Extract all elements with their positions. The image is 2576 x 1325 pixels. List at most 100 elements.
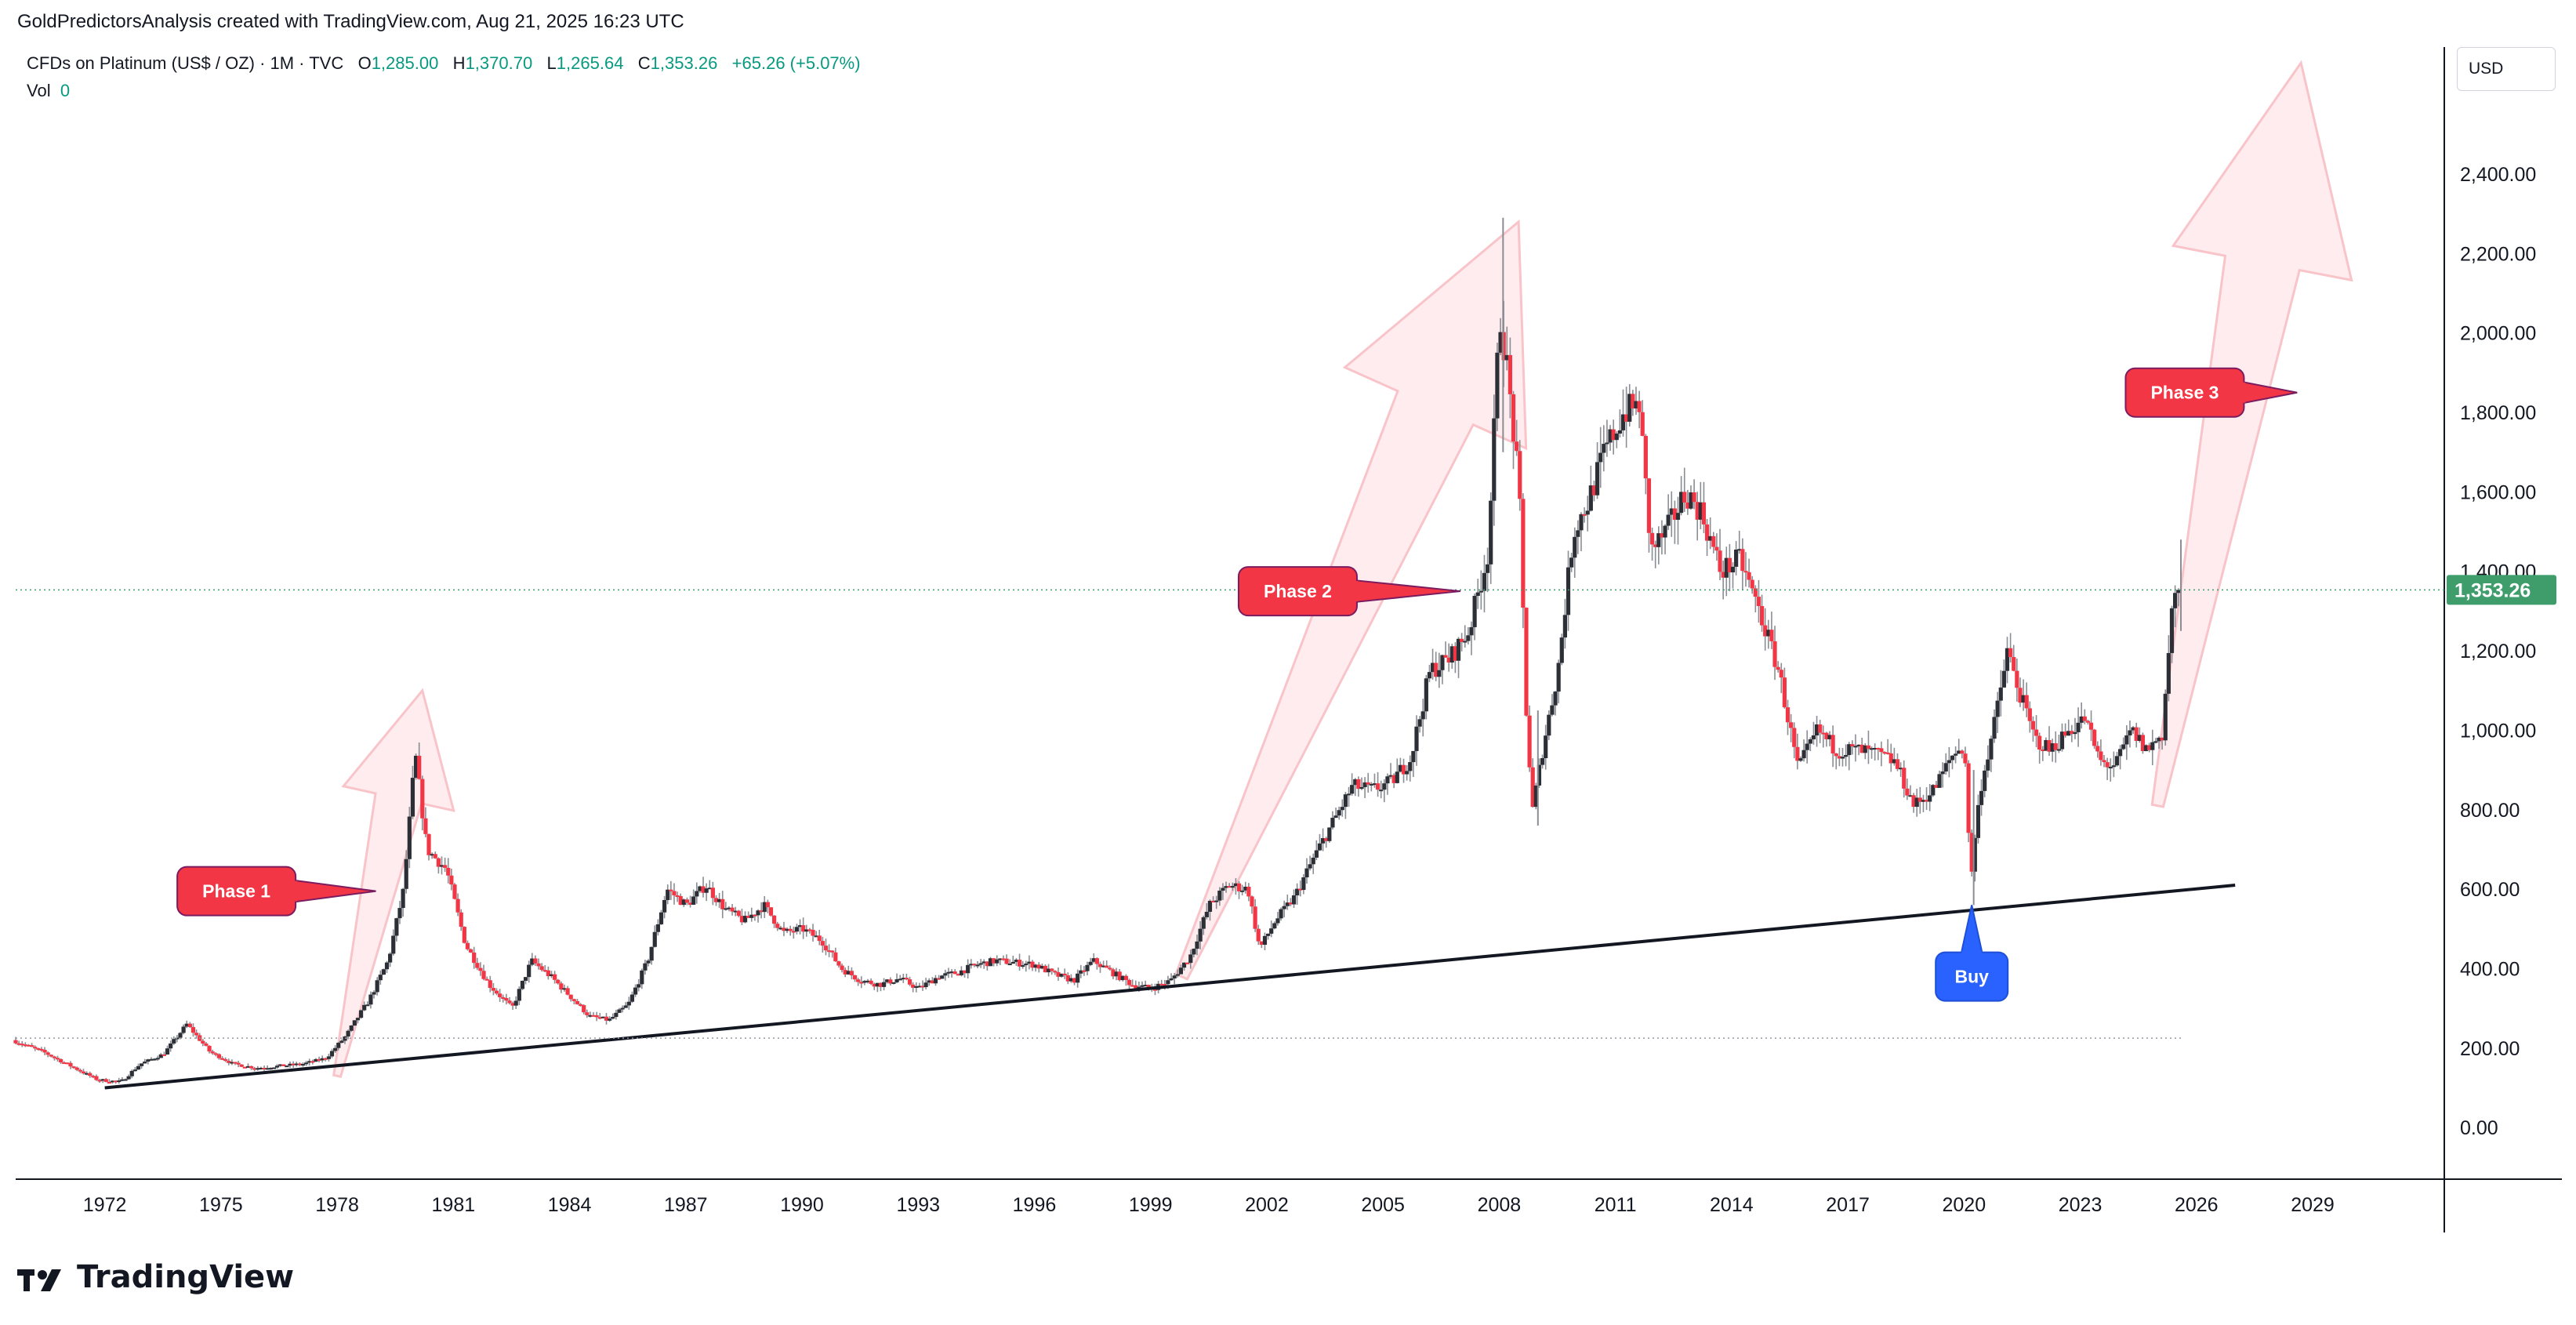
candle-body [268,1068,273,1070]
candle-body [443,865,448,868]
candle-body [62,1062,67,1065]
candle-body [1727,557,1732,573]
support-trendline [104,884,2236,1090]
candle-body [1456,638,1461,661]
candle-body [2088,722,2094,730]
candle-body [1117,971,1122,981]
candle-body [88,1073,93,1076]
candle-body [1588,485,1593,511]
x-tick-label: 1975 [199,1194,243,1216]
candle-body [2166,652,2171,694]
candle-body [988,958,993,967]
candle-body [1772,641,1777,667]
candle-body [991,958,996,964]
close-value: 1,353.26 [650,53,718,73]
candle-body [2076,722,2081,732]
candle-body [1866,745,1871,750]
y-tick-label: 2,400.00 [2460,164,2536,186]
candle-body [594,1015,599,1018]
candle-body [220,1058,225,1060]
candle-body [1917,797,1922,802]
candle-body [372,992,376,995]
candle-body [2134,727,2139,742]
candle-body [788,928,793,931]
candle-body [1036,964,1041,969]
candle-body [136,1065,141,1070]
candle-body [1001,958,1006,960]
candle-body [559,983,564,990]
candle-body [1750,579,1754,589]
candle-body [1337,810,1341,816]
candle-body [1966,763,1971,833]
candle-body [801,925,806,932]
candle-body [1240,890,1245,892]
candle-body [343,1036,347,1041]
candle-body [768,907,774,916]
candle-body [285,1065,289,1068]
y-tick-label: 1,000.00 [2460,720,2536,742]
candle-body [494,990,499,994]
x-tick-label: 1972 [83,1194,127,1216]
symbol-name[interactable]: CFDs on Platinum (US$ / OZ) · 1M · TVC [27,53,344,73]
candle-body [2085,721,2091,723]
candle-body [611,1017,615,1019]
candle-body [782,928,786,931]
candle-body [249,1065,254,1069]
candle-body [1830,735,1835,754]
candle-body [2114,756,2120,766]
price-scale[interactable]: 1,353.26 [2447,575,2556,605]
last-price-badge [2447,575,2556,605]
x-tick-label: 2011 [1595,1194,1637,1216]
candle-body [1256,928,1261,942]
candle-body [1873,747,1878,750]
candle-body [349,1026,354,1031]
candle-body [126,1076,131,1080]
candle-body [1692,492,1696,503]
candle-body [817,935,822,942]
candle-body [1837,756,1841,759]
candle-body [1143,985,1148,987]
candle-body [1859,744,1864,753]
candle-body [520,980,525,989]
candle-body [2150,742,2155,750]
y-tick-label: 2,200.00 [2460,243,2536,265]
candle-body [1417,719,1422,727]
candle-body [120,1079,125,1081]
candle-body [1385,776,1390,784]
candle-body [1504,354,1509,361]
candle-body [201,1040,205,1044]
candle-body [1440,655,1445,670]
candle-body [1591,485,1597,496]
candle-body [966,964,971,974]
high-label: H [452,53,466,73]
candle-body [1072,978,1077,983]
candle-body [262,1068,267,1070]
candle-body [633,987,638,995]
candle-body [161,1054,167,1056]
candle-body [1201,917,1206,929]
candle-body [1330,818,1335,828]
tradingview-brand[interactable]: TradingView [17,1259,294,1295]
candle-body [1556,662,1561,692]
close-label: C [637,53,651,73]
candle-body [1253,906,1257,929]
callout-joint [1348,581,1359,602]
last-price-value: 1,353.26 [2454,579,2531,601]
candle-body [727,907,731,909]
candle-body [1091,958,1096,962]
candle-body [310,1061,315,1063]
candle-body [797,925,803,928]
candle-body [1847,744,1852,756]
candle-body [1159,983,1164,986]
candle-body [1366,782,1370,785]
candle-body [827,950,832,953]
x-tick-label: 1978 [315,1194,359,1216]
candle-body [617,1009,622,1013]
candle-body [152,1058,157,1061]
candle-body [2015,670,2019,688]
brand-name: TradingView [77,1259,295,1295]
candle-body [2041,750,2045,752]
candle-body [1498,332,1503,353]
currency-selector[interactable]: USD [2457,47,2556,91]
